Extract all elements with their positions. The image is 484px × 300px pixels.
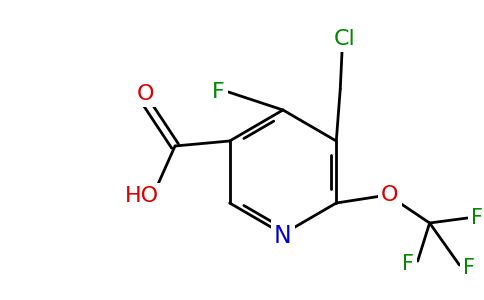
Text: F: F: [463, 258, 475, 278]
Text: F: F: [471, 208, 484, 228]
Text: HO: HO: [125, 186, 159, 206]
Text: O: O: [381, 185, 399, 205]
Text: O: O: [136, 84, 154, 104]
Text: F: F: [402, 254, 414, 274]
Text: Cl: Cl: [333, 29, 355, 49]
Text: F: F: [212, 82, 225, 102]
Text: N: N: [274, 224, 292, 248]
